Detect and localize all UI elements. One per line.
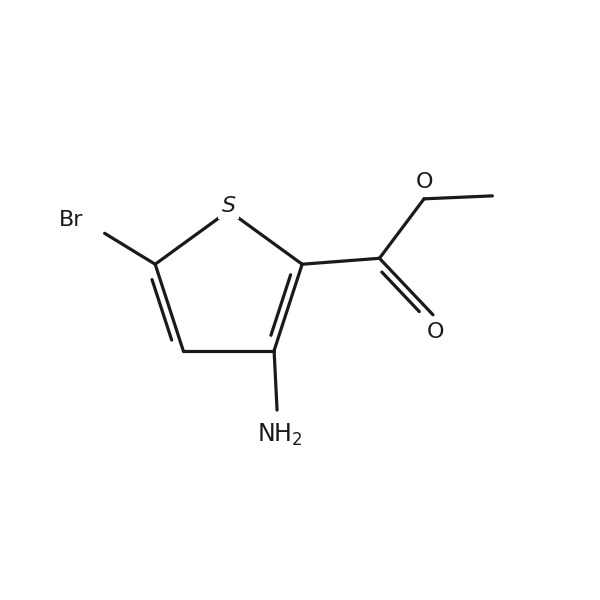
Text: S: S <box>221 196 236 216</box>
Text: NH$_2$: NH$_2$ <box>257 422 303 448</box>
Text: Br: Br <box>59 209 84 230</box>
Text: O: O <box>415 172 433 192</box>
Text: O: O <box>427 322 445 342</box>
